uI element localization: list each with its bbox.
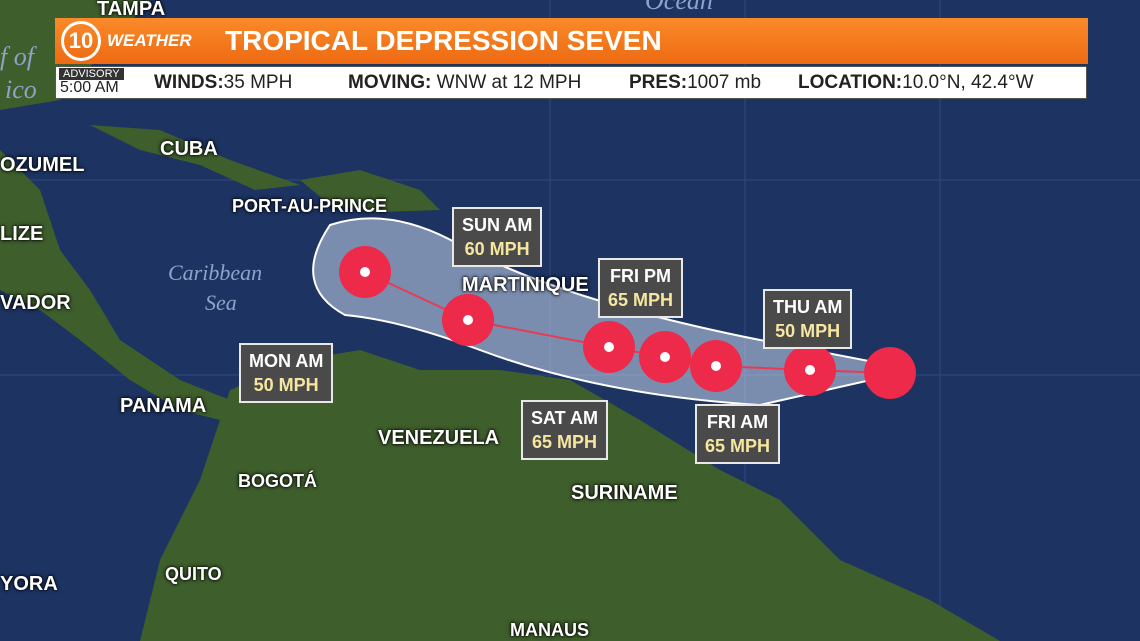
place-label: YORA (0, 573, 58, 595)
field-value: WNW at 12 MPH (436, 72, 582, 93)
place-label: MARTINIQUE (462, 274, 589, 296)
forecast-wind: 65 MPH (608, 290, 674, 310)
water-label: Sea (205, 290, 237, 315)
field-value: 10.0°N, 42.4°W (902, 72, 1034, 93)
title: TROPICAL DEPRESSION SEVEN (225, 25, 662, 56)
place-label: LIZE (0, 223, 44, 245)
forecast-box: MON AM 50 MPH (239, 343, 334, 403)
place-label: BOGOTÁ (238, 471, 317, 491)
field-label: WINDS: (154, 72, 224, 93)
place-label: CUBA (160, 138, 218, 160)
field-label: LOCATION: (798, 72, 903, 93)
forecast-wind: 65 MPH (705, 436, 771, 456)
logo-number: 10 (61, 21, 101, 61)
header-bar: 10 WEATHER TROPICAL DEPRESSION SEVEN (55, 18, 1088, 64)
forecast-box: FRI PM 65 MPH (598, 258, 684, 318)
forecast-time: THU AM (773, 297, 843, 317)
forecast-time: FRI PM (610, 266, 672, 286)
place-label: VENEZUELA (378, 427, 500, 449)
field-value: 1007 mb (687, 72, 762, 93)
forecast-box: THU AM 50 MPH (763, 289, 853, 349)
forecast-box: SAT AM 65 MPH (521, 400, 608, 460)
place-label: TAMPA (97, 0, 166, 20)
forecast-time: FRI AM (706, 412, 769, 432)
forecast-wind: 65 MPH (531, 432, 598, 452)
info-bar: ADVISORY 5:00 AM WINDS:35 MPH MOVING: WN… (55, 66, 1087, 99)
place-label: SURINAME (571, 482, 678, 504)
place-label: OZUMEL (0, 154, 85, 176)
place-label: VADOR (0, 292, 71, 314)
field-label: MOVING: (348, 72, 432, 93)
field-label: PRES: (629, 72, 688, 93)
forecast-time: SUN AM (462, 215, 533, 235)
water-label: ico (5, 75, 37, 104)
forecast-time: SAT AM (531, 408, 598, 428)
field-value: 35 MPH (223, 72, 293, 93)
forecast-wind: 60 MPH (464, 239, 530, 259)
place-label: QUITO (165, 564, 222, 584)
logo-text: WEATHER (107, 31, 192, 50)
advisory-label: ADVISORY (59, 68, 124, 80)
water-label: Ocean (645, 0, 713, 15)
place-label: PORT-AU-PRINCE (232, 196, 388, 216)
forecast-box: FRI AM 65 MPH (695, 404, 781, 464)
forecast-box: SUN AM 60 MPH (452, 207, 543, 267)
advisory-time: 5:00 AM (60, 79, 119, 96)
water-label: Caribbean (168, 260, 263, 285)
water-label: f of (0, 42, 34, 71)
forecast-wind: 50 MPH (253, 375, 319, 395)
forecast-time: MON AM (249, 351, 324, 371)
forecast-wind: 50 MPH (775, 321, 841, 341)
place-label: PANAMA (120, 395, 207, 417)
place-label: MANAUS (510, 620, 589, 640)
